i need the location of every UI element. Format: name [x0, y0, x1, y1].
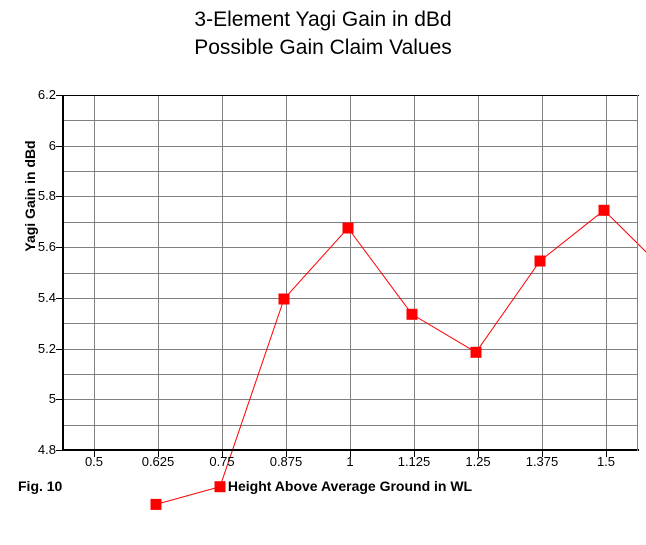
x-axis-tick-mark: [414, 451, 415, 457]
x-axis-tick-label: 1: [346, 454, 354, 469]
y-axis-tick-mark: [56, 399, 63, 400]
gridline-vertical: [542, 95, 543, 450]
axis-top-line: [62, 95, 639, 96]
y-axis-tick-label: 5.2: [37, 340, 56, 356]
gridline-vertical: [606, 95, 607, 450]
y-axis-tick-mark: [56, 247, 63, 248]
y-axis-tick-label: 6.2: [37, 87, 56, 102]
y-axis-tick-label: 5.6: [37, 239, 56, 255]
x-axis-tick-mark: [478, 451, 479, 457]
gridline-vertical: [350, 95, 351, 450]
data-point-marker: [214, 481, 226, 493]
y-axis-tick-label: 5.8: [37, 188, 56, 204]
x-axis-tick-mark: [350, 451, 351, 457]
x-axis-tick-mark: [158, 451, 159, 457]
chart-title: 3-Element Yagi Gain in dBd Possible Gain…: [0, 6, 646, 62]
x-axis-tick-mark: [286, 451, 287, 457]
x-axis-tick-label: 0.625: [141, 454, 175, 469]
x-axis-tick-mark: [606, 451, 607, 457]
x-axis-tick-label: 0.875: [269, 454, 303, 469]
y-axis-tick-label: 5.4: [37, 289, 56, 305]
y-axis-tick-mark: [56, 146, 63, 147]
x-axis-tick-label: 1.5: [596, 454, 616, 469]
x-axis-tick-mark: [94, 451, 95, 457]
y-axis-tick-mark: [56, 95, 63, 96]
x-axis-tick-label: 1.125: [397, 454, 431, 469]
x-axis-tick-label: 0.5: [84, 454, 104, 469]
axis-left-line: [62, 95, 64, 451]
data-point-marker: [598, 204, 610, 216]
data-series-line: [150, 204, 646, 510]
gridline-vertical: [478, 95, 479, 450]
y-axis-tick-mark: [56, 196, 63, 197]
axis-bottom-line: [62, 449, 639, 451]
data-point-marker: [470, 346, 482, 358]
data-point-marker: [534, 255, 546, 267]
axis-right-line: [637, 95, 638, 451]
y-axis-tick-label: 4.8: [37, 442, 56, 457]
gridline-vertical: [286, 95, 287, 450]
data-point-marker: [406, 308, 418, 320]
data-point-marker: [150, 498, 162, 510]
gridline-vertical: [414, 95, 415, 450]
x-axis-tick-mark: [542, 451, 543, 457]
x-axis-title: Height Above Average Ground in WL: [227, 478, 473, 494]
chart-title-line-2: Possible Gain Claim Values: [194, 36, 452, 59]
x-axis-tick-label: 0.75: [209, 454, 235, 469]
data-point-marker: [342, 222, 354, 234]
y-axis-tick-mark: [56, 450, 63, 451]
figure-caption: Fig. 10: [18, 478, 63, 494]
plot-area: [62, 95, 646, 510]
gridline-vertical: [94, 95, 95, 450]
data-point-marker: [278, 293, 290, 305]
chart-title-line-1: 3-Element Yagi Gain in dBd: [194, 8, 452, 31]
y-axis-tick-mark: [56, 298, 63, 299]
x-axis-tick-label: 1.375: [525, 454, 559, 469]
gridline-vertical: [158, 95, 159, 450]
y-axis-tick-mark: [56, 349, 63, 350]
y-axis-tick-label: 6: [48, 137, 56, 153]
y-axis-tick-label: 5: [48, 391, 56, 407]
x-axis-tick-label: 1.25: [465, 454, 491, 469]
gridline-vertical: [222, 95, 223, 450]
x-axis-tick-mark: [222, 451, 223, 457]
